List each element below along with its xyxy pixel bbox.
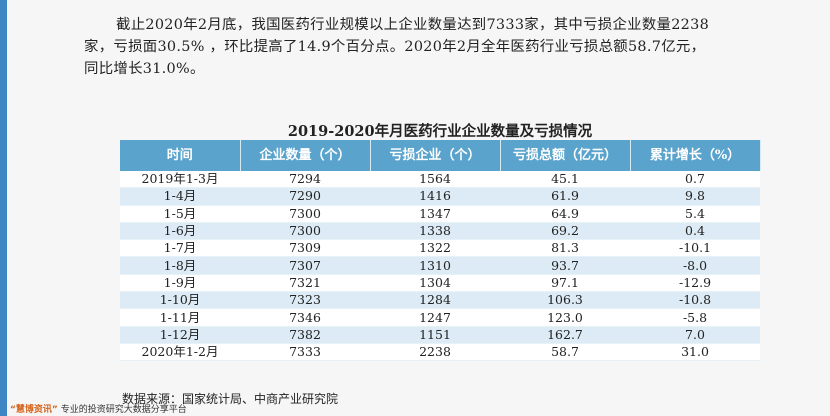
table-row: 1-4月 7290 1416 61.9 9.8 [120, 187, 760, 206]
table-cell: 81.3 [500, 239, 630, 258]
intro-paragraph: 截止2020年2月底，我国医药行业规模以上企业数量达到7333家，其中亏损企业数… [84, 14, 764, 80]
table-cell: 0.4 [630, 222, 760, 241]
table-cell: 7.0 [630, 326, 760, 344]
table-row: 1-10月 7323 1284 106.3 -10.8 [120, 291, 760, 310]
table-row: 1-12月 7382 1151 162.7 7.0 [120, 326, 760, 344]
header-company-count: 企业数量（个） [240, 140, 371, 171]
table-cell: 97.1 [500, 274, 630, 293]
paragraph-line-3: 同比增长31.0%。 [84, 61, 205, 77]
table-cell: 7323 [240, 291, 370, 310]
table-row: 1-5月 7300 1347 64.9 5.4 [120, 205, 760, 223]
table-cell: 7321 [240, 274, 370, 293]
table-cell: 45.1 [500, 171, 630, 189]
table-cell: 123.0 [500, 308, 630, 327]
table-cell: 7300 [240, 222, 370, 241]
table-cell: 1304 [370, 274, 500, 293]
table-cell: 1284 [370, 291, 500, 310]
table-cell: 1416 [370, 187, 500, 206]
table-cell: 1564 [370, 171, 500, 189]
table-cell: 61.9 [500, 187, 630, 206]
table-cell: 2020年1-2月 [120, 343, 240, 362]
table-cell: 1-9月 [120, 274, 240, 293]
paragraph-line-2: 家，亏损面30.5% ，环比提高了14.9个百分点。2020年2月全年医药行业亏… [84, 39, 706, 55]
header-time: 时间 [120, 140, 241, 171]
table-cell: 1-12月 [120, 326, 240, 344]
table-cell: -12.9 [630, 274, 760, 293]
table-cell: 2238 [370, 343, 500, 362]
header-loss-companies: 亏损企业（个） [370, 140, 501, 171]
table-cell: -8.0 [630, 256, 760, 275]
table-cell: 5.4 [630, 205, 760, 223]
table-cell: 31.0 [630, 343, 760, 362]
header-cumulative-growth: 累计增长（%） [630, 140, 761, 171]
table-cell: 7346 [240, 308, 370, 327]
table-cell: 93.7 [500, 256, 630, 275]
table-title: 2019-2020年月医药行业企业数量及亏损情况 [287, 123, 593, 140]
footer-brand: “慧博资讯” 专业的投资研究大数据分享平台 [10, 402, 187, 415]
paragraph-line-1: 截止2020年2月底，我国医药行业规模以上企业数量达到7333家，其中亏损企业数… [116, 17, 710, 33]
table-header-row: 时间 企业数量（个） 亏损企业（个） 亏损总额（亿元） 累计增长（%） [120, 140, 761, 171]
table-cell: 58.7 [500, 343, 630, 362]
table-cell: 2019年1-3月 [120, 171, 240, 189]
table-cell: 7294 [240, 171, 370, 189]
table-cell: 1247 [370, 308, 500, 327]
table-cell: 1-8月 [120, 256, 240, 275]
header-loss-total: 亏损总额（亿元） [500, 140, 631, 171]
table-cell: -10.8 [630, 291, 760, 310]
table-cell: 1347 [370, 205, 500, 223]
table-row: 1-11月 7346 1247 123.0 -5.8 [120, 308, 760, 327]
table-cell: -5.8 [630, 308, 760, 327]
table-row: 1-7月 7309 1322 81.3 -10.1 [120, 239, 760, 258]
table-cell: 162.7 [500, 326, 630, 344]
left-accent-bar [0, 0, 7, 416]
table-cell: 1-10月 [120, 291, 240, 310]
table-cell: 106.3 [500, 291, 630, 310]
table-cell: 7290 [240, 187, 370, 206]
table-cell: 7309 [240, 239, 370, 258]
table-cell: 1-6月 [120, 222, 240, 241]
table-cell: 69.2 [500, 222, 630, 241]
data-source: 数据来源：国家统计局、中商产业研究院 [122, 392, 339, 406]
footer-text: 专业的投资研究大数据分享平台 [60, 405, 187, 415]
table-cell: 7333 [240, 343, 370, 362]
table-row: 1-9月 7321 1304 97.1 -12.9 [120, 274, 760, 293]
table-row: 2020年1-2月 7333 2238 58.7 31.0 [120, 343, 760, 362]
table-row: 1-6月 7300 1338 69.2 0.4 [120, 222, 760, 241]
table-cell: 1310 [370, 256, 500, 275]
table-cell: 1322 [370, 239, 500, 258]
data-table: 时间 企业数量（个） 亏损企业（个） 亏损总额（亿元） 累计增长（%） 2019… [120, 140, 761, 362]
table-cell: 9.8 [630, 187, 760, 206]
table-cell: 0.7 [630, 171, 760, 189]
table-cell: 1-11月 [120, 308, 240, 327]
table-row: 1-8月 7307 1310 93.7 -8.0 [120, 256, 760, 275]
table-cell: -10.1 [630, 239, 760, 258]
table-cell: 1-7月 [120, 239, 240, 258]
table-cell: 64.9 [500, 205, 630, 223]
table-row: 2019年1-3月 7294 1564 45.1 0.7 [120, 171, 760, 189]
table-cell: 1338 [370, 222, 500, 241]
table-cell: 7382 [240, 326, 370, 344]
footer-brand-name: “慧博资讯” [10, 405, 58, 415]
table-cell: 7307 [240, 256, 370, 275]
table-cell: 1-4月 [120, 187, 240, 206]
table-cell: 1-5月 [120, 205, 240, 223]
table-cell: 7300 [240, 205, 370, 223]
table-cell: 1151 [370, 326, 500, 344]
